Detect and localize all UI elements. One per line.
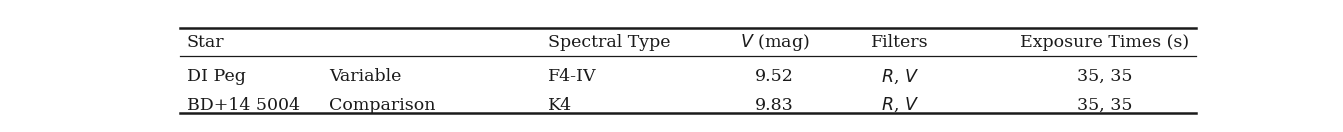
Text: DI Peg: DI Peg xyxy=(187,68,246,85)
Text: Filters: Filters xyxy=(870,34,928,51)
Text: $R$, $V$: $R$, $V$ xyxy=(881,68,919,86)
Text: $R$, $V$: $R$, $V$ xyxy=(881,96,919,114)
Text: BD+14 5004: BD+14 5004 xyxy=(187,97,299,114)
Text: Spectral Type: Spectral Type xyxy=(548,34,670,51)
Text: Variable: Variable xyxy=(329,68,402,85)
Text: 9.83: 9.83 xyxy=(755,97,794,114)
Text: Star: Star xyxy=(187,34,224,51)
Text: F4-IV: F4-IV xyxy=(548,68,596,85)
Text: $V$ (mag): $V$ (mag) xyxy=(740,32,810,53)
Text: 35, 35: 35, 35 xyxy=(1077,97,1132,114)
Text: 35, 35: 35, 35 xyxy=(1077,68,1132,85)
Text: Comparison: Comparison xyxy=(329,97,435,114)
Text: Exposure Times (s): Exposure Times (s) xyxy=(1021,34,1189,51)
Text: K4: K4 xyxy=(548,97,572,114)
Text: 9.52: 9.52 xyxy=(755,68,794,85)
